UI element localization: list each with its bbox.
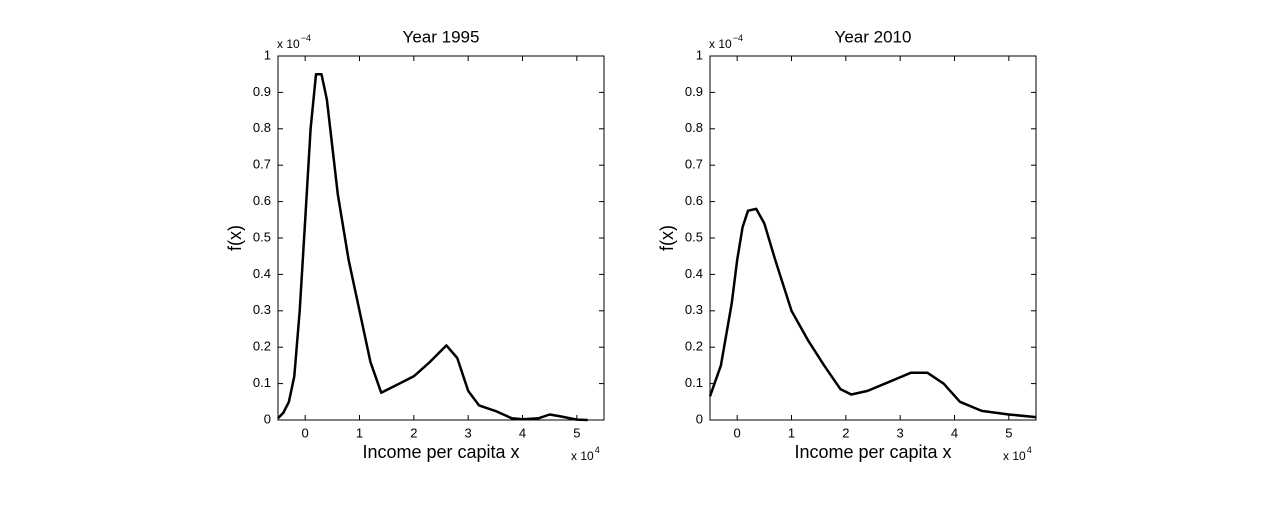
y-multiplier-base: x 10 [277,37,300,51]
y-tick-label: 0.6 [685,193,703,208]
axes: 0 0.1 0.2 0.3 0.4 0.5 0.6 0.7 0.8 0.9 1 0 1 2 3 4 5 Year … [225,27,605,462]
line-series [277,72,588,422]
x-tick-label: 1 [788,425,795,440]
y-tick-label: 0.1 [253,375,271,390]
x-tick-label: 0 [734,425,741,440]
chart-title: Year 1995 [403,27,480,46]
y-tick-label: 0.2 [685,339,703,354]
y-tick-label: 0.9 [685,84,703,99]
y-tick-label: 0.5 [253,229,271,244]
y-tick-label: 0 [696,411,703,426]
y-multiplier-base: x 10 [709,37,732,51]
y-tick-label: 0.8 [685,120,703,135]
x-tick-label: 5 [1005,425,1012,440]
y-tick-label: 0.7 [253,157,271,172]
y-axis-label: f(x) [225,225,245,251]
x-multiplier-exponent: 4 [1027,445,1032,455]
axes: 0 0.1 0.2 0.3 0.4 0.5 0.6 0.7 0.8 0.9 1 0 1 2 3 4 5 Year … [657,27,1037,462]
x-tick-label: 3 [465,425,472,440]
y-tick-label: 0.2 [253,339,271,354]
y-multiplier: x 10−4 [277,33,311,51]
y-tick-label: 0.8 [253,120,271,135]
y-tick-label: 0.1 [685,375,703,390]
x-multiplier-base: x 10 [571,449,594,463]
x-multiplier: x 104 [571,445,600,463]
y-tick-label: 1 [264,47,271,62]
y-tick-label: 0.4 [253,266,271,281]
x-tick-label: 0 [302,425,309,440]
y-tick-label: 1 [696,47,703,62]
y-tick-label: 0 [264,411,271,426]
y-tick-label: 0.9 [253,84,271,99]
x-axis-label: Income per capita x [794,442,951,462]
x-multiplier-exponent: 4 [595,445,600,455]
x-axis-label: Income per capita x [362,442,519,462]
y-tick-label: 0.7 [685,157,703,172]
x-multiplier: x 104 [1003,445,1032,463]
y-tick-label: 0.5 [685,229,703,244]
y-axis-label: f(x) [657,225,677,251]
y-tick-label: 0.4 [685,266,703,281]
x-tick-label: 3 [897,425,904,440]
y-tick-label: 0.3 [685,302,703,317]
y-multiplier-exponent: −4 [301,33,311,43]
line-series [708,207,1037,419]
y-multiplier: x 10−4 [709,33,743,51]
chart-title: Year 2010 [835,27,912,46]
x-tick-label: 1 [356,425,363,440]
x-tick-label: 4 [519,425,526,440]
y-multiplier-exponent: −4 [733,33,743,43]
x-tick-label: 5 [573,425,580,440]
x-tick-label: 2 [410,425,417,440]
x-tick-label: 2 [842,425,849,440]
axes-box [709,55,1037,421]
y-tick-label: 0.6 [253,193,271,208]
x-multiplier-base: x 10 [1003,449,1026,463]
x-tick-label: 4 [951,425,958,440]
y-tick-label: 0.3 [253,302,271,317]
